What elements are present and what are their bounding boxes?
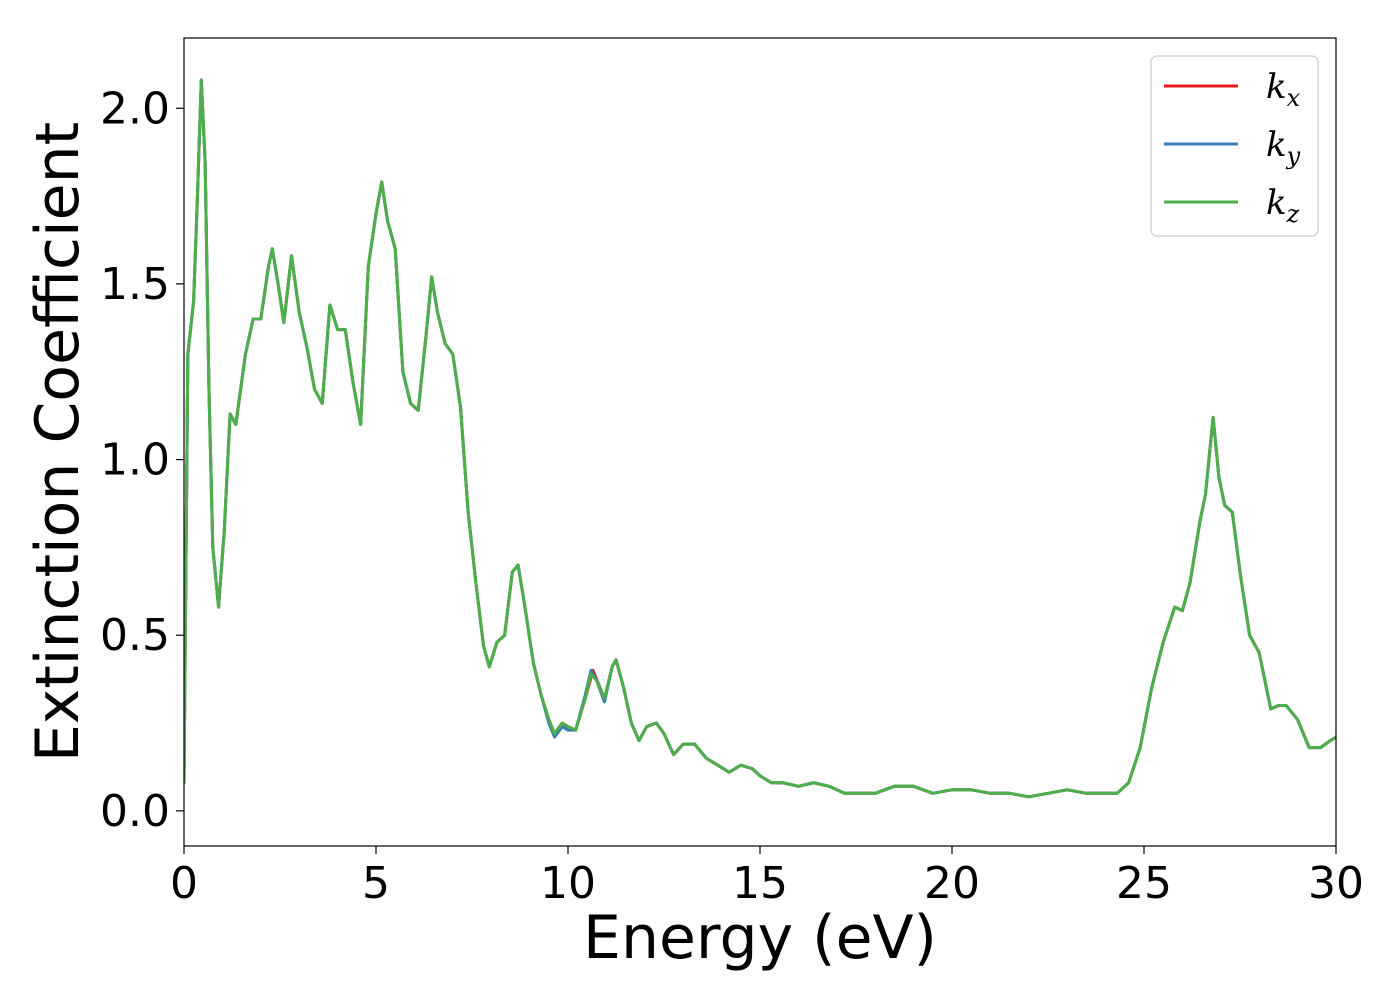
legend-label-y: ky bbox=[1266, 125, 1301, 170]
y-tick-label: 0.5 bbox=[100, 610, 170, 661]
series-layer bbox=[184, 78, 1336, 799]
x-axis: 0 5 10 15 20 25 30 bbox=[170, 846, 1364, 909]
y-tick-label: 1.5 bbox=[100, 259, 170, 310]
x-tick-label: 10 bbox=[540, 858, 596, 909]
x-tick-label: 5 bbox=[362, 858, 390, 909]
legend-label-x: kx bbox=[1266, 67, 1301, 112]
y-axis: 0.0 0.5 1.0 1.5 2.0 bbox=[100, 83, 184, 837]
x-axis-title: Energy (eV) bbox=[583, 903, 937, 973]
y-tick-label: 1.0 bbox=[100, 435, 170, 486]
x-tick-label: 20 bbox=[924, 858, 980, 909]
series-line-z bbox=[184, 78, 1336, 799]
y-tick-label: 0.0 bbox=[100, 786, 170, 837]
y-tick-label: 2.0 bbox=[100, 83, 170, 134]
legend-label-z: kz bbox=[1266, 183, 1300, 228]
x-tick-label: 0 bbox=[170, 858, 198, 909]
x-tick-label: 15 bbox=[732, 858, 788, 909]
legend-box bbox=[1150, 55, 1319, 237]
legend: kx ky kz bbox=[1150, 55, 1319, 237]
plot-area bbox=[184, 38, 1336, 846]
x-tick-label: 30 bbox=[1308, 858, 1364, 909]
y-axis-title: Extinction Coefficient bbox=[23, 122, 93, 762]
x-tick-label: 25 bbox=[1116, 858, 1172, 909]
